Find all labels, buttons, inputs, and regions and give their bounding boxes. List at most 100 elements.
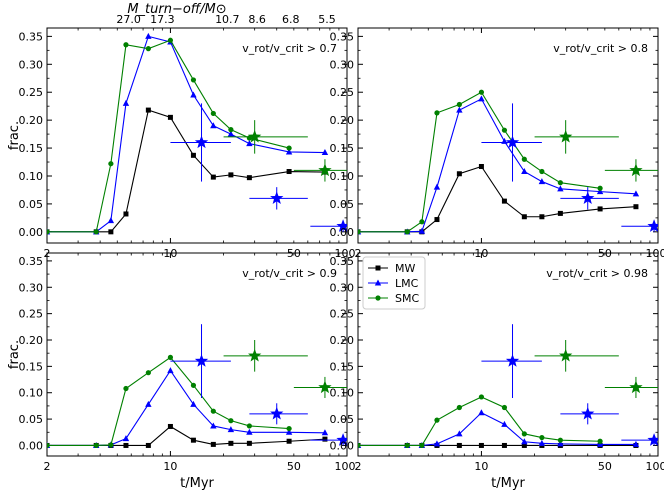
data-point-smc <box>94 443 99 448</box>
y-axis-label: frac. <box>7 121 22 150</box>
data-point-smc <box>247 423 252 428</box>
y-tick-label: 0.10 <box>330 387 355 400</box>
data-point-smc <box>457 405 462 410</box>
series-smc <box>355 394 602 448</box>
data-point-mw <box>502 443 507 448</box>
data-point-mw <box>247 441 252 446</box>
data-point-mw <box>108 229 113 234</box>
y-tick-label: 0.15 <box>19 142 44 155</box>
data-point-lmc <box>456 107 462 113</box>
data-point-smc <box>457 102 462 107</box>
top-tick-label: 6.8 <box>282 13 300 26</box>
y-tick-label: 0.00 <box>19 439 44 452</box>
legend-label-smc: SMC <box>395 292 419 305</box>
data-point-smc <box>211 409 216 414</box>
data-point-smc <box>168 38 173 43</box>
data-point-smc <box>191 383 196 388</box>
data-point-smc <box>558 180 563 185</box>
y-tick-label: 0.00 <box>19 226 44 239</box>
data-point-smc <box>522 157 527 162</box>
observation <box>224 120 308 154</box>
series-mw <box>45 108 328 235</box>
y-tick-label: 0.20 <box>330 114 355 127</box>
series-lmc <box>355 409 639 448</box>
data-point-mw <box>168 115 173 120</box>
data-point-mw <box>247 175 252 180</box>
data-point-smc <box>168 355 173 360</box>
data-point-smc <box>94 229 99 234</box>
x-axis-label: t/Myr <box>491 476 525 491</box>
series-mw <box>356 164 639 234</box>
observation <box>481 324 541 398</box>
data-point-mw <box>211 442 216 447</box>
data-point-smc <box>479 394 484 399</box>
y-tick-label: 0.05 <box>19 413 44 426</box>
data-point-mw <box>191 153 196 158</box>
data-point-mw <box>123 443 128 448</box>
series-line-mw <box>47 110 325 232</box>
panel-annotation: v_rot/v_crit > 0.9 <box>242 267 337 280</box>
data-point-smc <box>539 169 544 174</box>
observation <box>535 120 619 154</box>
data-point-mw <box>287 169 292 174</box>
plot-frame <box>47 28 347 243</box>
data-point-smc <box>211 111 216 116</box>
panel-annotation: v_rot/v_crit > 0.98 <box>546 267 648 280</box>
y-tick-label: 0.35 <box>330 255 355 268</box>
data-point-mw <box>558 211 563 216</box>
data-point-mw <box>228 172 233 177</box>
plot-area <box>44 33 350 235</box>
data-point-smc <box>146 370 151 375</box>
top-tick-label: 8.6 <box>248 13 266 26</box>
data-point-mw <box>479 164 484 169</box>
y-tick-label: 0.35 <box>19 255 44 268</box>
series-line-mw <box>358 166 636 231</box>
series-line-lmc <box>47 36 325 231</box>
legend-marker-smc <box>375 295 380 300</box>
data-point-smc <box>355 443 360 448</box>
data-point-mw <box>598 206 603 211</box>
y-tick-label: 0.10 <box>19 170 44 183</box>
legend-label-mw: MW <box>395 262 415 275</box>
observation <box>224 340 308 372</box>
data-point-smc <box>108 161 113 166</box>
data-point-mw <box>168 424 173 429</box>
x-axis-label: t/Myr <box>180 476 214 491</box>
data-point-smc <box>419 219 424 224</box>
data-point-smc <box>286 145 291 150</box>
y-tick-label: 0.10 <box>19 387 44 400</box>
series-lmc <box>44 33 328 234</box>
data-point-lmc <box>108 217 114 223</box>
panel-annotation: v_rot/v_crit > 0.7 <box>242 42 337 55</box>
y-tick-label: 0.20 <box>330 334 355 347</box>
y-tick-label: 0.30 <box>19 58 44 71</box>
data-point-mw <box>522 214 527 219</box>
observation <box>605 159 658 181</box>
plot-area <box>44 324 350 448</box>
y-tick-label: 0.15 <box>19 360 44 373</box>
plot-area <box>355 324 661 448</box>
x-tick-label: 50 <box>598 460 612 473</box>
y-tick-label: 0.30 <box>19 281 44 294</box>
data-point-smc <box>44 229 49 234</box>
plot-area <box>355 90 661 235</box>
x-tick-label: 10 <box>474 460 488 473</box>
data-point-mw <box>191 438 196 443</box>
data-point-lmc <box>123 100 129 106</box>
data-point-mw <box>287 439 292 444</box>
data-point-smc <box>146 46 151 51</box>
x-tick-label: 50 <box>287 460 301 473</box>
x-tick-label: 100 <box>646 460 664 473</box>
y-tick-label: 0.20 <box>19 114 44 127</box>
y-tick-label: 0.05 <box>330 198 355 211</box>
y-tick-label: 0.30 <box>330 58 355 71</box>
observation <box>535 340 619 372</box>
data-point-smc <box>286 426 291 431</box>
data-point-smc <box>228 127 233 132</box>
observation <box>170 324 230 398</box>
data-point-smc <box>479 90 484 95</box>
series-line-mw <box>47 426 325 445</box>
